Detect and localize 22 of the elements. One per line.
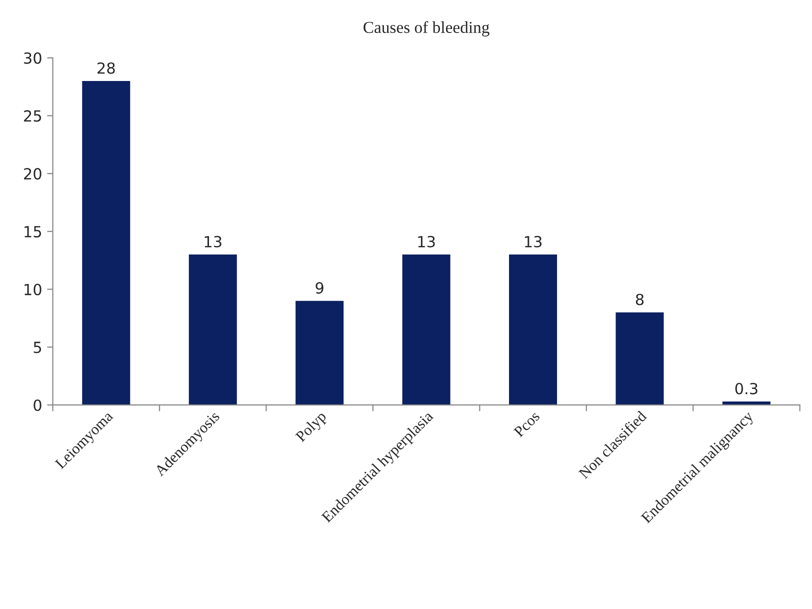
bar: [82, 80, 130, 405]
y-tick-label: 0: [34, 399, 42, 412]
data-label: 8: [636, 294, 644, 306]
data-label: 13: [204, 236, 222, 248]
data-label: 13: [418, 236, 435, 248]
y-tick-label: 20: [24, 168, 42, 180]
bar: [402, 254, 450, 405]
bar: [188, 254, 237, 405]
bar: [616, 312, 664, 405]
data-label: 28: [98, 62, 115, 74]
chart-title: Causes of bleeding: [364, 21, 490, 36]
bar: [509, 254, 558, 405]
y-tick-label: 25: [24, 110, 42, 122]
y-tick-label: 30: [24, 52, 42, 64]
x-tick-label: Pcos: [513, 410, 540, 438]
bar: [296, 300, 344, 405]
data-label: 9: [316, 282, 324, 294]
y-tick-label: 10: [24, 284, 42, 296]
y-tick-label: 5: [34, 342, 42, 354]
y-tick-label: 15: [24, 226, 42, 238]
data-label: 0.3: [735, 382, 758, 394]
data-label: 13: [524, 236, 542, 248]
